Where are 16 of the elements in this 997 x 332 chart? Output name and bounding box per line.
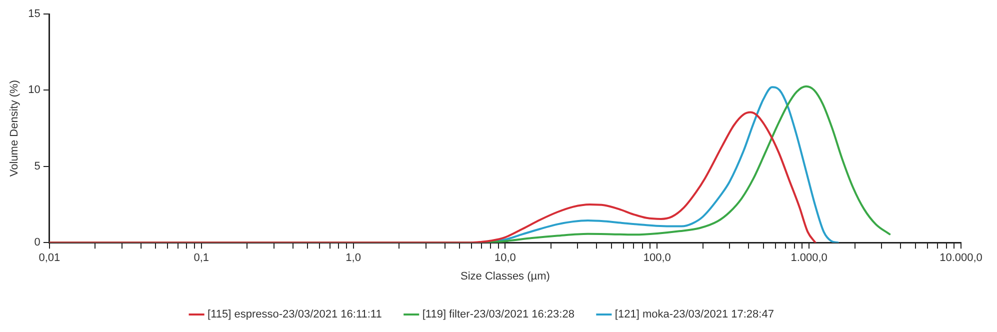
legend-label: [115] espresso-23/03/2021 16:11:11 — [208, 308, 382, 321]
x-tick-label: 10.000,0 — [940, 252, 982, 264]
y-tick-label: 10 — [28, 84, 40, 96]
y-tick-label: 15 — [28, 8, 40, 20]
x-tick-label: 1,0 — [346, 252, 361, 264]
x-axis-title: Size Classes (µm) — [460, 270, 550, 282]
x-tick-label: 1.000,0 — [790, 252, 828, 264]
x-tick-label: 0,01 — [38, 252, 60, 264]
legend-label: [119] filter-23/03/2021 16:23:28 — [422, 308, 574, 321]
x-tick-label: 0,1 — [194, 252, 210, 264]
legend-label: [121] moka-23/03/2021 17:28:47 — [614, 308, 774, 321]
y-tick-label: 0 — [34, 236, 40, 249]
x-tick-label: 10,0 — [494, 252, 516, 264]
y-tick-label: 5 — [34, 160, 40, 172]
x-tick-label: 100,0 — [643, 252, 671, 264]
y-axis-title: Volume Density (%) — [8, 80, 21, 177]
